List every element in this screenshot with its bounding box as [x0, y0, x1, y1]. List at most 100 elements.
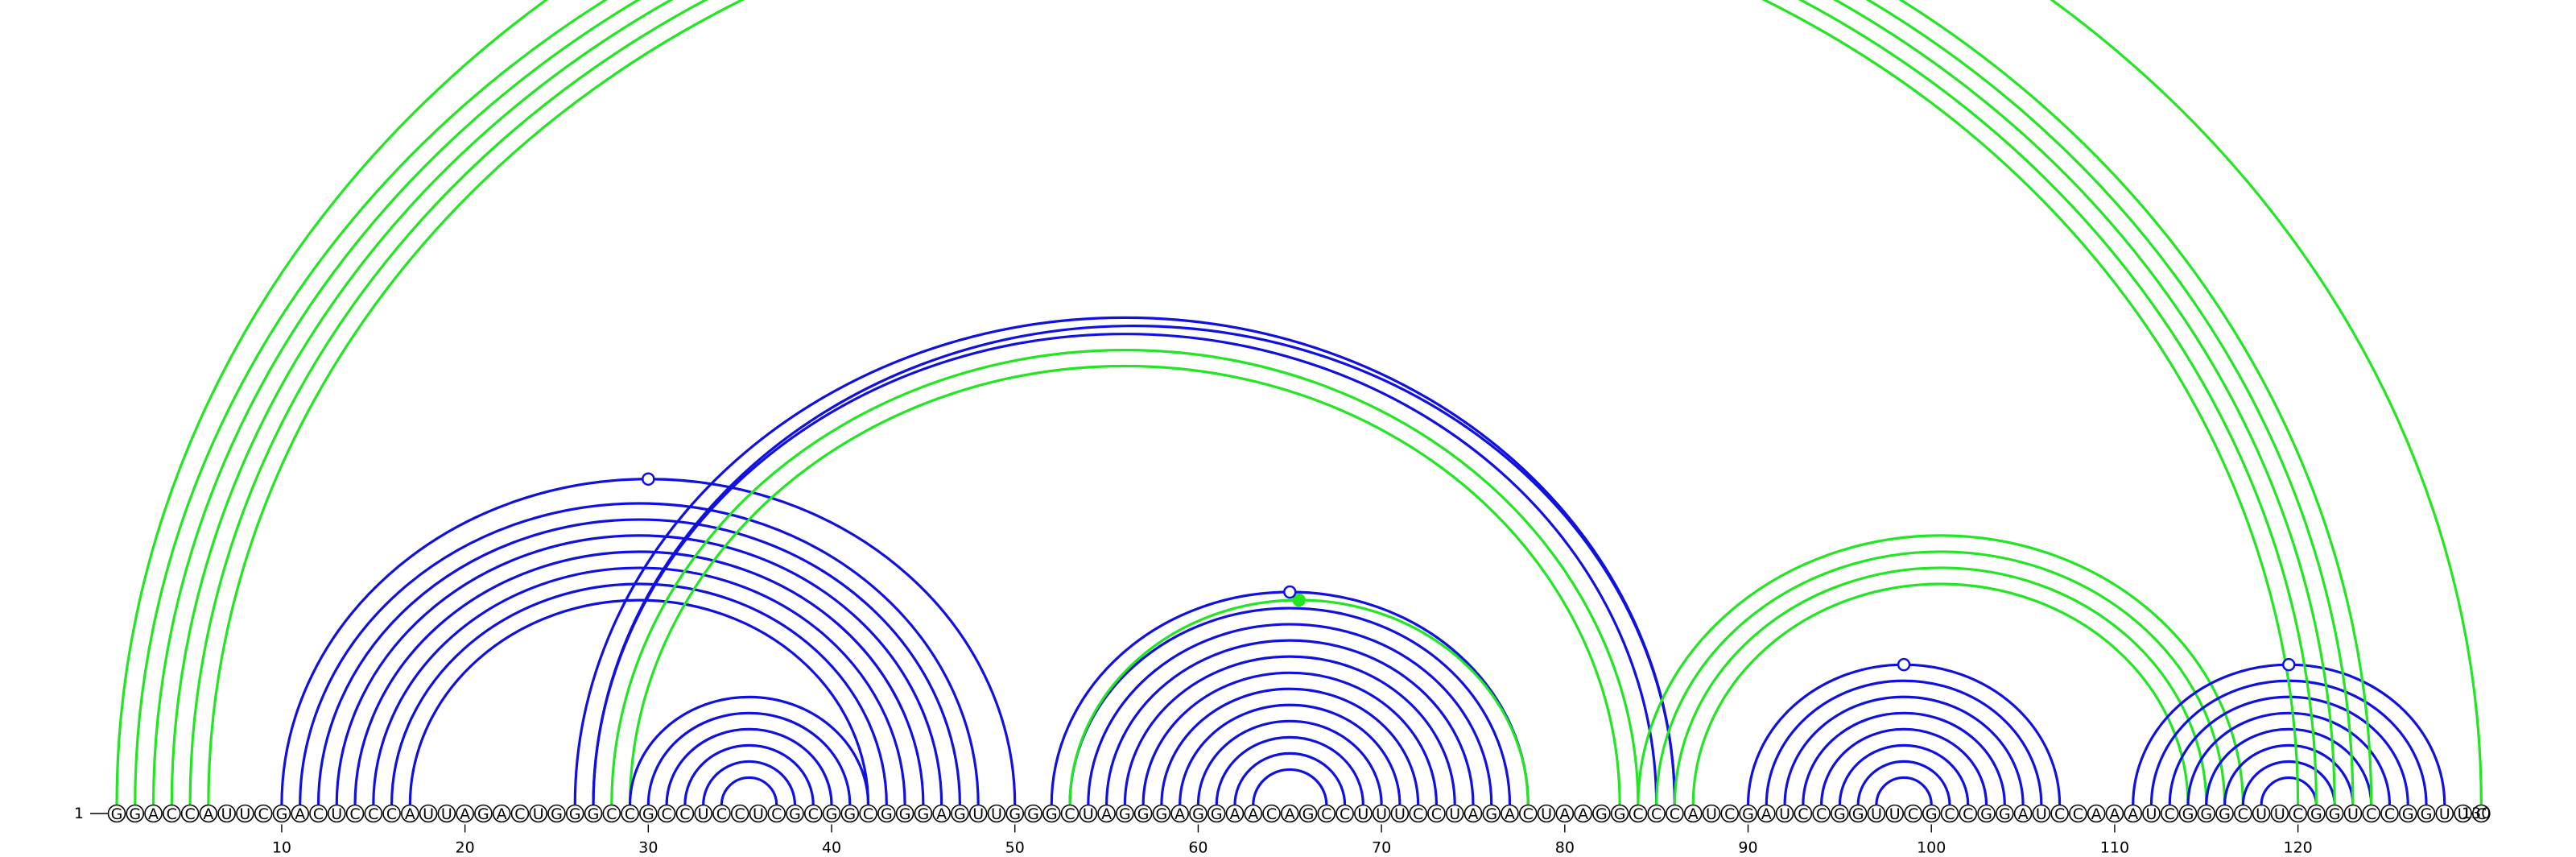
nucleotide-5: C: [180, 804, 200, 823]
nucleotide-49: U: [987, 804, 1006, 823]
nucleotide-115: G: [2197, 804, 2216, 823]
nucleotide-circle-68: [1335, 804, 1354, 823]
nucleotide-circle-97: [1867, 804, 1886, 823]
nucleotide-letter-41: G: [844, 805, 856, 823]
nucleotide-circle-94: [1812, 804, 1831, 823]
nucleotide-letter-75: A: [1468, 805, 1478, 823]
nucleotide-30: G: [639, 804, 658, 823]
arc-pair-53-78: [1068, 598, 1530, 805]
nucleotide-76: G: [1482, 804, 1501, 823]
nucleotide-letter-94: C: [1816, 805, 1827, 823]
nucleotide-circle-24: [529, 804, 548, 823]
arc-pair-90-107: [1746, 663, 2062, 805]
nucleotide-28: C: [602, 804, 621, 823]
arc-pair-11-48: [299, 502, 980, 805]
nucleotide-55: A: [1097, 804, 1116, 823]
nucleotide-96: G: [1848, 804, 1868, 823]
nucleotide-letter-11: A: [295, 805, 305, 823]
nucleotide-circle-5: [180, 804, 200, 823]
nucleotide-circle-19: [437, 804, 456, 823]
arc-pair-6-120: [207, 0, 2300, 805]
nucleotide-letter-114: G: [2182, 805, 2194, 823]
nucleotide-letter-105: A: [2018, 805, 2029, 823]
nucleotide-79: U: [1537, 804, 1556, 823]
nucleotide-circle-78: [1518, 804, 1538, 823]
nucleotide-letter-40: G: [826, 805, 838, 823]
nucleotide-78: C: [1518, 804, 1538, 823]
arc-pair-15-44: [372, 566, 906, 805]
nucleotide-letter-101: C: [1944, 805, 1955, 823]
arc-pair-53-77: [1068, 607, 1512, 805]
arc-pair-27-85: [592, 332, 1658, 805]
nucleotide-circle-103: [1977, 804, 1996, 823]
nucleotide-letter-126: G: [2402, 805, 2414, 823]
nucleotide-75: A: [1463, 804, 1483, 823]
nucleotide-43: G: [877, 804, 896, 823]
arc-pair-5-121: [188, 0, 2318, 805]
nucleotide-10: G: [272, 804, 291, 823]
nucleotide-128: U: [2435, 804, 2454, 823]
nucleotide-102: C: [1959, 804, 1978, 823]
nucleotide-letter-69: U: [1357, 805, 1368, 823]
arc-marker-4: [1897, 657, 1911, 672]
nucleotide-letter-38: G: [789, 805, 801, 823]
nucleotide-letter-50: G: [1009, 805, 1021, 823]
nucleotide-letter-4: C: [167, 805, 177, 823]
arc-pair-60-70: [1196, 719, 1383, 805]
nucleotide-circle-21: [474, 804, 493, 823]
nucleotide-circle-84: [1629, 804, 1648, 823]
nucleotide-7: U: [217, 804, 236, 823]
nucleotide-letter-118: U: [2256, 805, 2267, 823]
arc-pair-4-122: [170, 0, 2336, 805]
nucleotide-circle-82: [1592, 804, 1611, 823]
nucleotide-47: G: [951, 804, 969, 823]
nucleotide-letter-12: C: [313, 805, 324, 823]
nucleotide-letter-56: G: [1119, 805, 1131, 823]
nucleotide-91: A: [1757, 804, 1776, 823]
nucleotide-letter-102: C: [1963, 805, 1973, 823]
nucleotide-122: G: [2325, 804, 2344, 823]
nucleotide-circle-12: [309, 804, 328, 823]
nucleotide-letter-112: U: [2146, 805, 2157, 823]
nucleotide-2: G: [126, 804, 145, 823]
nucleotide-85: C: [1647, 804, 1666, 823]
nucleotide-circle-125: [2380, 804, 2399, 823]
nucleotide-letter-6: A: [203, 805, 213, 823]
nucleotide-24: U: [529, 804, 548, 823]
nucleotide-125: C: [2380, 804, 2399, 823]
nucleotide-letter-109: A: [2091, 805, 2102, 823]
arc-pair-93-104: [1802, 711, 2006, 805]
nucleotide-letter-95: G: [1834, 805, 1846, 823]
nucleotide-letter-36: U: [753, 805, 764, 823]
nucleotide-circle-99: [1904, 804, 1922, 823]
nucleotide-109: A: [2087, 804, 2106, 823]
nucleotide-65: A: [1280, 804, 1299, 823]
nucleotide-circle-95: [1831, 804, 1849, 823]
nucleotide-letter-51: G: [1027, 805, 1039, 823]
tick-label-70: 70: [1372, 839, 1391, 857]
nucleotide-121: G: [2307, 804, 2326, 823]
nucleotide-letter-98: U: [1889, 805, 1901, 823]
nucleotide-63: A: [1244, 804, 1263, 823]
nucleotide-letter-47: G: [954, 805, 966, 823]
tick-label-10: 10: [272, 839, 291, 857]
nucleotide-circle-41: [840, 804, 860, 823]
nucleotide-letter-23: C: [514, 805, 525, 823]
nucleotide-circle-53: [1060, 804, 1080, 823]
nucleotide-letter-13: U: [331, 805, 342, 823]
nucleotide-8: U: [236, 804, 254, 823]
tick-label-120: 120: [2283, 839, 2312, 857]
nucleotide-circle-72: [1409, 804, 1427, 823]
nucleotide-circle-40: [822, 804, 841, 823]
nucleotide-11: A: [291, 804, 310, 823]
tick-label-110: 110: [2100, 839, 2129, 857]
nucleotide-letter-103: G: [1980, 805, 1992, 823]
arc-pair-116-123: [2223, 743, 2355, 805]
nucleotide-92: U: [1775, 804, 1794, 823]
arc-pair-57-73: [1141, 671, 1439, 805]
nucleotide-letter-57: G: [1137, 805, 1150, 823]
nucleotide-circle-7: [217, 804, 236, 823]
nucleotide-17: A: [401, 804, 419, 823]
nucleotide-letter-96: G: [1852, 805, 1864, 823]
